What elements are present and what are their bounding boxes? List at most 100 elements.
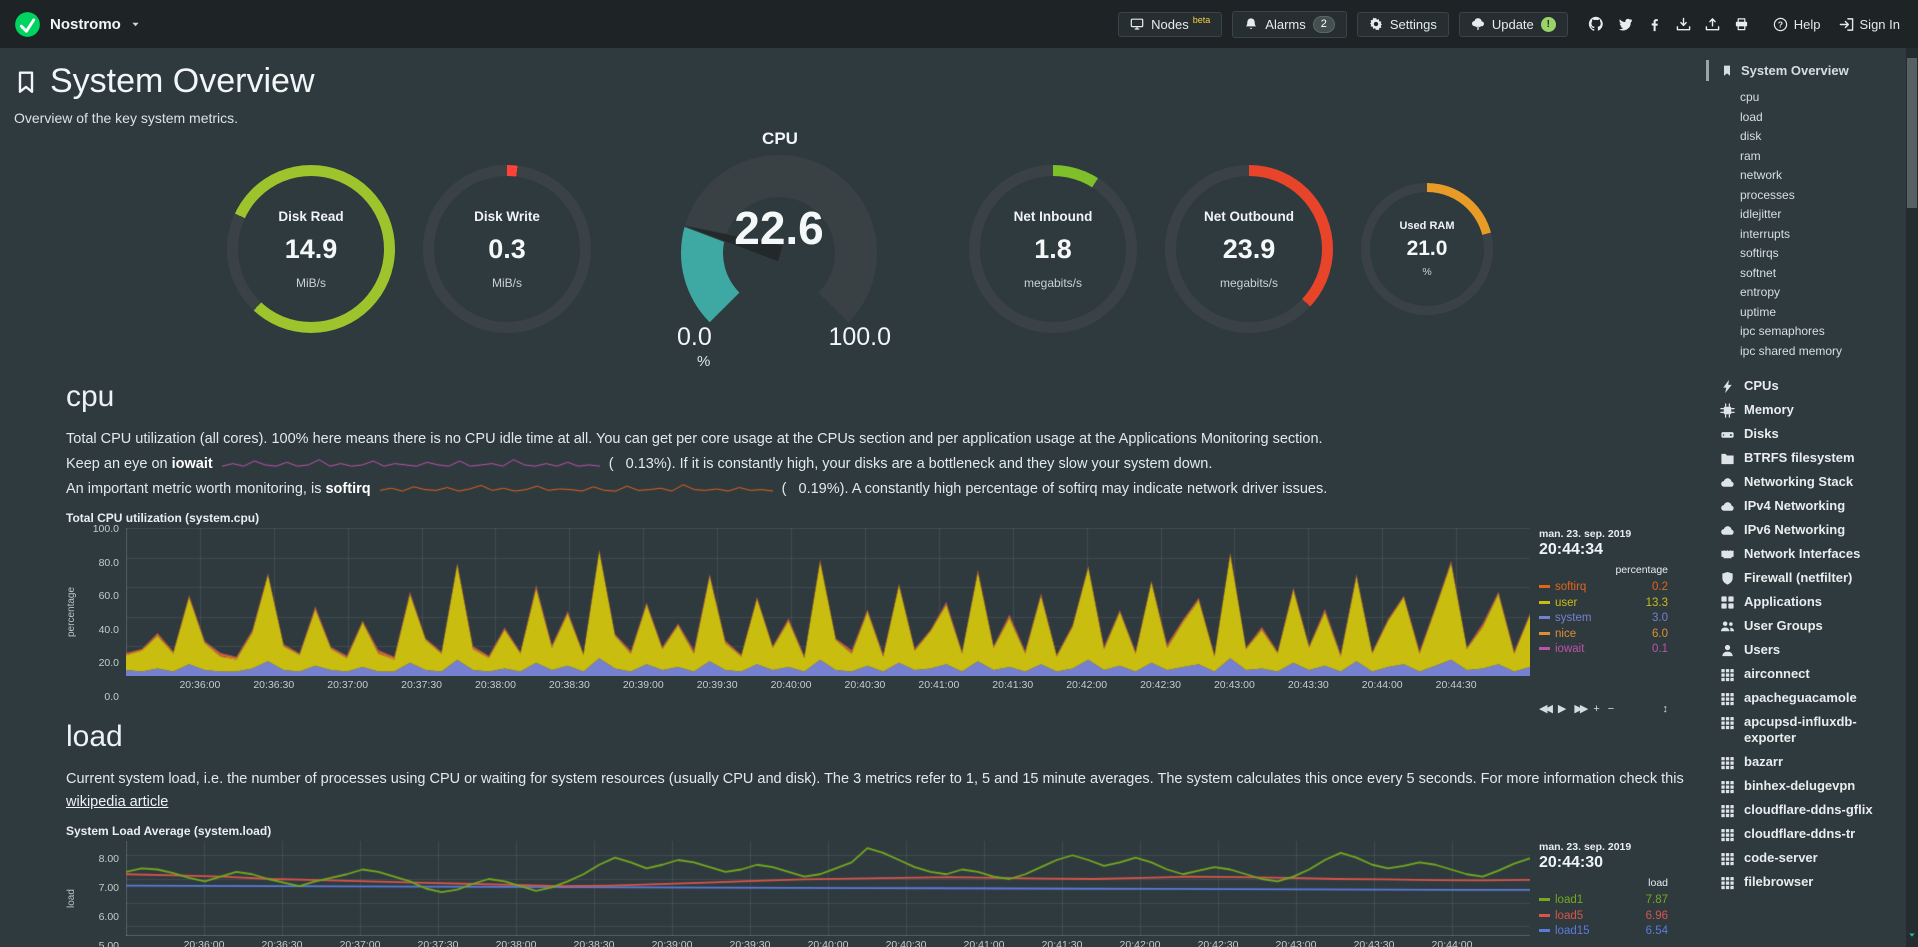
github-icon[interactable] (1588, 16, 1604, 32)
scroll-down-icon[interactable] (1907, 930, 1917, 940)
sidebar-item-airconnect[interactable]: airconnect (1706, 662, 1906, 686)
sidebar-item-cloudflare-ddns-tr[interactable]: cloudflare-ddns-tr (1706, 822, 1906, 846)
pan-left-button[interactable]: ◀◀ (1539, 703, 1553, 715)
print-icon[interactable] (1734, 17, 1749, 32)
sidebar-subitem-entropy[interactable]: entropy (1740, 285, 1781, 299)
signin-link[interactable]: Sign In (1835, 17, 1904, 32)
cpu-chart-canvas[interactable] (126, 528, 1530, 676)
bolt-icon (1720, 379, 1735, 394)
chart-toolbar: ◀◀ ▶ ▶▶ + − ↕ (1539, 702, 1669, 716)
sidebar-subitem-cpu[interactable]: cpu (1740, 90, 1760, 104)
sidebar-item-bazarr[interactable]: bazarr (1706, 750, 1906, 774)
update-button[interactable]: Update ! (1458, 11, 1568, 37)
x-tick: 20:44:00 (1361, 679, 1403, 691)
scrollbar-thumb[interactable] (1907, 58, 1917, 208)
resize-handle[interactable]: ↕ (1662, 702, 1669, 715)
sidebar-subitem-ipc-shared-memory[interactable]: ipc shared memory (1740, 343, 1843, 358)
th-icon (1720, 755, 1735, 770)
sidebar-subitem-disk[interactable]: disk (1740, 129, 1762, 143)
legend-item-softirq[interactable]: softirq 0.2 (1539, 580, 1670, 596)
sidebar-item-apacheguacamole[interactable]: apacheguacamole (1706, 686, 1906, 710)
x-tick: 20:41:00 (918, 679, 960, 691)
sidebar-item-label: bazarr (1744, 754, 1784, 769)
sidebar-item-ipv4-networking[interactable]: IPv4 Networking (1706, 494, 1906, 518)
sidebar-item-networking-stack[interactable]: Networking Stack (1706, 470, 1906, 494)
legend-item-load15[interactable]: load15 6.54 (1539, 924, 1670, 940)
sidebar-item-cloudflare-ddns-gflix[interactable]: cloudflare-ddns-gflix (1706, 798, 1906, 822)
sidebar-subitem-network[interactable]: network (1740, 168, 1783, 182)
sidebar-subitem-interrupts[interactable]: interrupts (1740, 226, 1791, 241)
sidebar-item-apcupsd-influxdb-exporter[interactable]: apcupsd-influxdb-exporter (1706, 710, 1906, 750)
x-tick: 20:39:00 (651, 939, 693, 947)
sidebar-item-cpus[interactable]: CPUs (1706, 374, 1906, 398)
wikipedia-link[interactable]: wikipedia article (66, 794, 169, 810)
sidebar-item-label: cloudflare-ddns-gflix (1744, 802, 1873, 817)
twitter-icon[interactable] (1618, 17, 1633, 32)
nodes-button[interactable]: Nodes beta (1118, 11, 1223, 37)
chart-title: System Load Average (system.load) (66, 824, 272, 838)
x-tick: 20:43:30 (1287, 679, 1329, 691)
load-chart-canvas[interactable] (126, 841, 1530, 936)
sidebar-item-disks[interactable]: Disks (1706, 422, 1906, 446)
legend-item-load5[interactable]: load5 6.96 (1539, 909, 1670, 925)
top-bar: Nostromo Nodes beta Alarms 2 Settings Upd… (0, 0, 1918, 48)
page-scrollbar[interactable] (1906, 48, 1918, 947)
sidebar-item-binhex-delugevpn[interactable]: binhex-delugevpn (1706, 774, 1906, 798)
sidebar-subitem-load[interactable]: load (1740, 109, 1763, 124)
sidebar-item-memory[interactable]: Memory (1706, 398, 1906, 422)
import-snapshot-icon[interactable] (1676, 17, 1691, 32)
sidebar-item-user-groups[interactable]: User Groups (1706, 614, 1906, 638)
cpu-section-heading: cpu (66, 380, 115, 413)
svg-text:?: ? (1778, 19, 1783, 29)
sidebar-item-ipv6-networking[interactable]: IPv6 Networking (1706, 518, 1906, 542)
legend-value: 6.54 (1645, 925, 1668, 937)
y-tick: 6.00 (98, 910, 119, 923)
sidebar-subitem-ipc-semaphores[interactable]: ipc semaphores (1740, 324, 1825, 338)
chart-legend: man. 23. sep. 2019 20:44:34 percentage s… (1530, 528, 1670, 715)
sidebar-subitem-ram[interactable]: ram (1740, 148, 1761, 163)
settings-button[interactable]: Settings (1356, 11, 1449, 37)
pan-right-button[interactable]: ▶▶ (1574, 703, 1588, 715)
legend-item-system[interactable]: system 3.0 (1539, 611, 1670, 627)
disk-read-gauge[interactable]: Disk Read 14.9 MiB/s (227, 165, 395, 333)
sidebar-subitem-uptime[interactable]: uptime (1740, 304, 1777, 319)
disk-write-gauge[interactable]: Disk Write 0.3 MiB/s (423, 165, 591, 333)
sidebar-item-btrfs-filesystem[interactable]: BTRFS filesystem (1706, 446, 1906, 470)
legend-item-iowait[interactable]: iowait 0.1 (1539, 642, 1670, 658)
net-inbound-gauge[interactable]: Net Inbound 1.8 megabits/s (969, 165, 1137, 333)
sidebar-item-code-server[interactable]: code-server (1706, 846, 1906, 870)
sidebar-item-users[interactable]: Users (1706, 638, 1906, 662)
sidebar-subitem-softnet[interactable]: softnet (1740, 265, 1777, 280)
legend-item-user[interactable]: user 13.3 (1539, 596, 1670, 612)
iowait-term: iowait (171, 456, 213, 472)
sidebar-subitem-softirqs[interactable]: softirqs (1740, 246, 1779, 260)
x-tick: 20:43:30 (1353, 939, 1395, 947)
y-tick: 20.0 (98, 657, 119, 670)
legend-item-nice[interactable]: nice 6.0 (1539, 627, 1670, 643)
legend-rows: load1 7.87 load5 6.96 load15 6.54 (1539, 893, 1670, 940)
x-tick: 20:39:30 (729, 939, 771, 947)
sidebar-item-filebrowser[interactable]: filebrowser (1706, 870, 1906, 894)
facebook-icon[interactable] (1647, 17, 1662, 32)
sidebar-item-label: cloudflare-ddns-tr (1744, 826, 1856, 841)
export-snapshot-icon[interactable] (1705, 17, 1720, 32)
gauge-label: Net Inbound (1013, 208, 1093, 224)
sidebar-subitem-idlejitter[interactable]: idlejitter (1740, 207, 1782, 221)
zoom-out-button[interactable]: − (1607, 702, 1615, 715)
sidebar-item-applications[interactable]: Applications (1706, 590, 1906, 614)
gauge-label: Disk Write (474, 208, 540, 224)
sidebar-sections: CPUs Memory Disks BTRFS filesystem Networkin… (1706, 374, 1906, 894)
cpu-gauge[interactable]: CPU 22.6 0.0 100.0 % (619, 129, 941, 370)
sidebar-subitem-processes[interactable]: processes (1740, 187, 1795, 202)
play-button[interactable]: ▶ (1557, 703, 1567, 715)
zoom-in-button[interactable]: + (1593, 702, 1600, 715)
sidebar-item-network-interfaces[interactable]: Network Interfaces (1706, 542, 1906, 566)
node-selector[interactable]: Nostromo (14, 11, 141, 38)
sidebar-item-firewall-netfilter-[interactable]: Firewall (netfilter) (1706, 566, 1906, 590)
alarms-button[interactable]: Alarms 2 (1232, 10, 1347, 38)
used-ram-gauge[interactable]: Used RAM 21.0 % (1361, 183, 1493, 315)
net-outbound-gauge[interactable]: Net Outbound 23.9 megabits/s (1165, 165, 1333, 333)
sidebar-item-system-overview[interactable]: System Overview (1706, 60, 1906, 81)
help-link[interactable]: ? Help (1769, 17, 1825, 32)
legend-item-load1[interactable]: load1 7.87 (1539, 893, 1670, 909)
